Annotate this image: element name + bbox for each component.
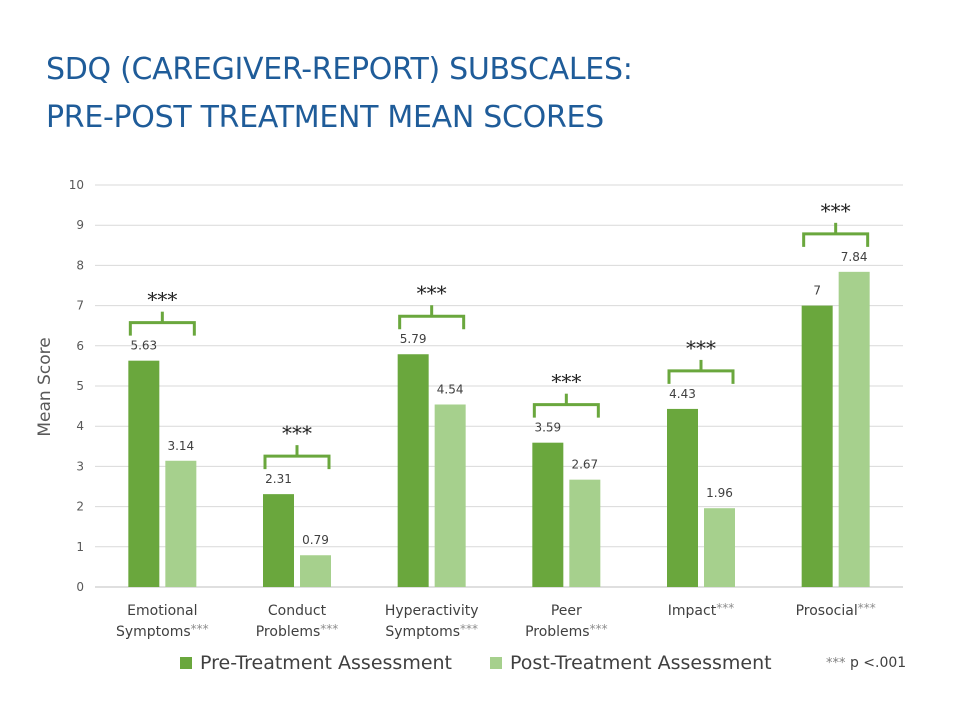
legend-swatch-pre <box>180 657 192 669</box>
slide-title: SDQ (CAREGIVER-REPORT) SUBSCALES: PRE-PO… <box>46 46 633 142</box>
legend: Pre-Treatment Assessment Post-Treatment … <box>180 652 810 674</box>
x-category-label: Symptoms*** <box>116 622 209 640</box>
legend-swatch-post <box>490 657 503 669</box>
x-axis-category-labels: Emotional Symptoms*** Conduct Problems*** Hy… <box>116 601 876 640</box>
bar-value-label: 7 <box>813 284 821 298</box>
legend-label-pre: Pre-Treatment Assessment <box>200 652 453 674</box>
bar-pre <box>128 360 160 587</box>
bar-value-label: 0.79 <box>302 533 329 547</box>
footnote-marker: *** <box>826 656 846 671</box>
x-category-label: Conduct <box>268 603 327 619</box>
bar-chart: 0 1 2 3 4 5 6 7 8 9 10 Mean Score 5.63 3.14 2.31 0.79… <box>35 178 903 640</box>
x-category-label: Prosocial*** <box>796 601 876 619</box>
bar-value-label: 2.31 <box>265 472 292 486</box>
bar-post <box>838 271 870 587</box>
x-category-label: Emotional <box>127 603 197 619</box>
bar-post <box>704 508 735 587</box>
legend-item-post: Post-Treatment Assessment <box>490 652 772 674</box>
significance-stars: *** <box>147 288 177 312</box>
significance-stars: *** <box>417 281 447 305</box>
legend-label-post: Post-Treatment Assessment <box>510 652 772 674</box>
y-tick-label: 10 <box>69 178 84 192</box>
gridlines <box>95 184 903 588</box>
significance-stars: *** <box>551 370 581 394</box>
significance-bracket <box>532 403 600 418</box>
y-tick-label: 5 <box>76 379 84 393</box>
bar-pre <box>397 354 429 587</box>
title-line-2: PRE-POST TREATMENT MEAN SCORES <box>46 100 604 135</box>
y-tick-label: 8 <box>76 258 84 272</box>
bar-post <box>569 479 601 587</box>
bar-value-label: 7.84 <box>841 250 868 264</box>
x-category-label: Hyperactivity <box>385 603 479 619</box>
significance-stars: *** <box>686 336 716 360</box>
title-line-1: SDQ (CAREGIVER-REPORT) SUBSCALES: <box>46 52 633 87</box>
y-axis-label: Mean Score <box>35 337 55 436</box>
bar-post <box>434 404 466 587</box>
bar-value-label: 3.14 <box>167 439 194 453</box>
y-tick-label: 6 <box>76 339 84 353</box>
y-tick-label: 9 <box>76 218 84 232</box>
footnote-text: p <.001 <box>845 655 907 671</box>
bar-value-label: 5.79 <box>400 332 427 346</box>
y-tick-label: 0 <box>76 580 84 594</box>
bar-value-label: 3.59 <box>534 421 561 435</box>
bar-pre <box>801 305 833 587</box>
y-tick-label: 2 <box>76 500 84 514</box>
significance-stars: *** <box>282 421 312 445</box>
bar-value-label: 4.54 <box>437 382 464 396</box>
bar-pre <box>263 494 294 587</box>
y-axis-ticks: 0 1 2 3 4 5 6 7 8 9 10 <box>69 178 84 594</box>
significance-stars: *** <box>821 199 851 223</box>
significance-bracket <box>667 369 735 384</box>
bar-pre <box>532 442 564 587</box>
bar-value-label: 5.63 <box>130 339 157 353</box>
bar-pre <box>667 408 698 587</box>
bar-value-label: 4.43 <box>669 387 696 401</box>
y-tick-label: 4 <box>76 419 84 433</box>
x-category-label: Impact*** <box>668 601 734 619</box>
bar-value-labels: 5.63 3.14 2.31 0.79 5.79 4.54 3.59 2.67 4.43 1.96… <box>130 250 867 547</box>
y-tick-label: 1 <box>76 540 84 554</box>
x-category-label: Problems*** <box>525 622 608 640</box>
x-category-label: Problems*** <box>256 622 339 640</box>
significance-bracket <box>263 454 331 470</box>
y-tick-label: 7 <box>76 299 84 313</box>
y-tick-label: 3 <box>76 459 84 473</box>
bars <box>128 271 870 587</box>
significance-footnote: *** p <.001 <box>826 655 906 671</box>
significance-bracket <box>128 321 196 336</box>
bar-post <box>300 555 331 587</box>
bar-post <box>165 460 197 587</box>
significance-bracket <box>802 232 870 247</box>
bar-value-label: 2.67 <box>571 458 598 472</box>
significance-bracket <box>398 314 466 330</box>
bar-value-label: 1.96 <box>706 486 733 500</box>
legend-item-pre: Pre-Treatment Assessment <box>180 652 452 674</box>
x-category-label: Symptoms*** <box>385 622 478 640</box>
significance-brackets: *** *** *** *** *** *** <box>128 199 870 470</box>
x-category-label: Peer <box>551 603 582 619</box>
